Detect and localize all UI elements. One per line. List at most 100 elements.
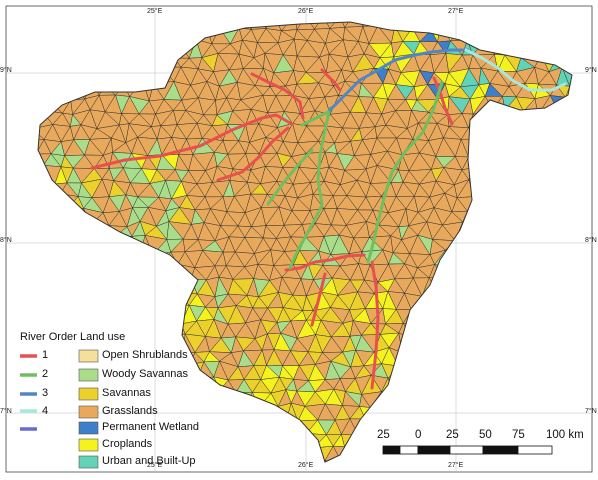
mesh-cell (274, 421, 293, 433)
mesh-cell (457, 389, 474, 405)
mesh-cell (429, 390, 445, 406)
mesh-cell (14, 57, 25, 68)
mesh-cell (561, 263, 572, 280)
mesh-cell (590, 335, 598, 348)
mesh-cell (487, 221, 502, 242)
mesh-cell (161, 433, 178, 450)
mesh-cell (592, 446, 598, 464)
mesh-cell (492, 22, 507, 31)
mesh-cell (38, 170, 39, 183)
mesh-cell (566, 374, 572, 393)
mesh-cell (55, 309, 70, 323)
mesh-cell (573, 183, 588, 196)
mesh-cell (282, 431, 300, 450)
mesh-cell (525, 26, 543, 42)
mesh-cell (498, 366, 520, 382)
mesh-cell (575, 42, 585, 56)
mesh-cell (455, 319, 470, 340)
mesh-cell (427, 463, 447, 479)
mesh-cell (0, 296, 11, 310)
mesh-cell (342, 446, 360, 462)
mesh-cell (156, 324, 175, 339)
mesh-cell (67, 40, 84, 59)
mesh-cell (528, 361, 548, 378)
mesh-cell (17, 140, 36, 157)
mesh-cell (558, 278, 572, 296)
mesh-cell (38, 67, 48, 86)
mesh-cell (562, 335, 572, 350)
mesh-cell (522, 181, 540, 198)
mesh-cell (549, 407, 562, 419)
mesh-cell (549, 152, 563, 171)
mesh-cell (17, 252, 37, 269)
mesh-cell (541, 334, 558, 352)
mesh-cell (564, 22, 572, 29)
river-order-1 (284, 253, 366, 272)
mesh-cell (582, 251, 594, 264)
mesh-cell (42, 22, 61, 28)
mesh-cell (528, 196, 548, 214)
mesh-cell (539, 408, 556, 423)
mesh-cell (160, 291, 177, 307)
mesh-cell (482, 390, 504, 408)
mesh-cell (149, 254, 163, 268)
mesh-cell (14, 417, 31, 433)
mesh-cell (44, 465, 60, 477)
mesh-cell (132, 266, 151, 280)
mesh-cell (589, 15, 598, 29)
mesh-cell (554, 126, 572, 142)
mesh-cell (583, 348, 598, 363)
left-tick-8n: 8°N (0, 237, 12, 244)
mesh-cell (11, 97, 31, 114)
mesh-cell (370, 403, 392, 420)
mesh-cell (411, 334, 427, 351)
mesh-cell (0, 210, 2, 225)
mesh-cell (504, 263, 524, 284)
mesh-cell (257, 431, 276, 448)
mesh-cell (473, 463, 495, 476)
mesh-cell (546, 210, 564, 224)
mesh-cell (53, 208, 66, 226)
mesh-cell (418, 392, 438, 406)
mesh-cell (38, 226, 40, 241)
mesh-cell (11, 240, 26, 254)
mesh-cell (138, 305, 155, 325)
landuse-swatch-croplands (78, 438, 99, 452)
mesh-cell (541, 238, 558, 254)
mesh-cell (13, 166, 31, 181)
mesh-cell (469, 266, 482, 283)
mesh-cell (498, 333, 520, 349)
land-use-title: Land use (80, 331, 126, 343)
mesh-cell (552, 194, 572, 212)
mesh-cell (146, 43, 163, 57)
mesh-cell (498, 292, 520, 311)
mesh-cell (455, 348, 468, 362)
mesh-cell (0, 337, 1, 351)
mesh-cell (5, 295, 18, 309)
mesh-cell (56, 67, 73, 87)
mesh-cell (60, 445, 77, 462)
mesh-cell (531, 166, 546, 185)
mesh-cell (493, 127, 512, 143)
mesh-cell (535, 334, 552, 352)
mesh-cell (237, 464, 253, 476)
mesh-cell (549, 140, 563, 156)
mesh-cell (41, 267, 60, 283)
mesh-cell (488, 282, 506, 297)
mesh-cell (245, 446, 262, 462)
mesh-cell (419, 334, 435, 350)
mesh-cell (450, 278, 472, 296)
mesh-cell (242, 433, 259, 448)
mesh-cell (242, 406, 260, 419)
mesh-cell (495, 465, 510, 477)
mesh-cell (411, 324, 427, 339)
mesh-cell (469, 248, 482, 269)
scale-label-25: 25 (446, 429, 459, 441)
mesh-cell (571, 389, 572, 406)
mesh-cell (486, 139, 499, 153)
mesh-cell (554, 165, 572, 180)
scale-label-100km: 100 km (546, 429, 584, 441)
mesh-cell (564, 27, 572, 45)
mesh-cell (577, 306, 594, 322)
mesh-cell (507, 374, 523, 395)
